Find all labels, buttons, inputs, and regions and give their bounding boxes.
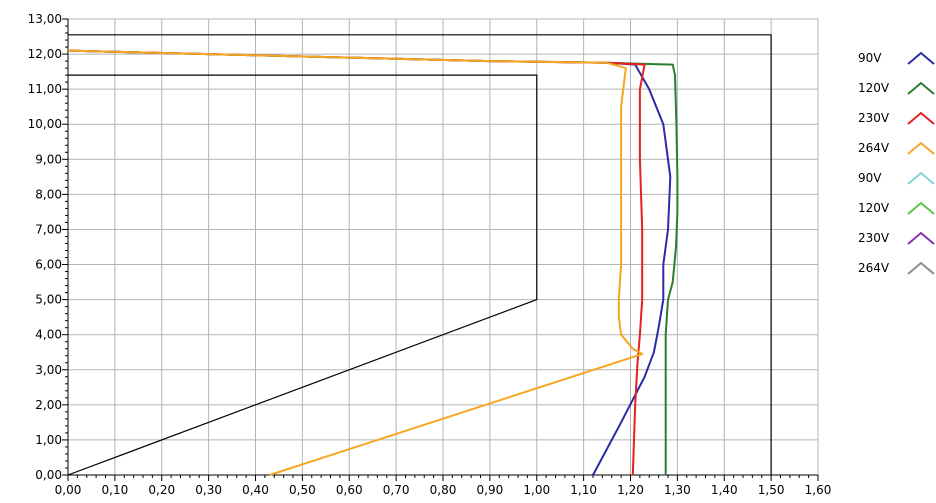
series-lines [67,49,679,476]
legend-swatch-icon [907,261,935,275]
x-tick-label: 1,20 [617,483,644,497]
x-tick-label: 1,00 [523,483,550,497]
x-tick-label: 1,40 [711,483,738,497]
y-tick-label: 12,00 [28,47,62,61]
series-line-0 [67,49,672,476]
legend-label: 230V [858,111,890,125]
limit-line [67,74,538,476]
y-tick-label: 0,00 [35,468,62,482]
x-tick-label: 0,20 [148,483,175,497]
x-tick-label: 0,40 [242,483,269,497]
x-tick-label: 0,30 [195,483,222,497]
legend-swatch-icon [907,231,935,245]
x-tick-label: 0,90 [477,483,504,497]
legend-swatch-icon [907,111,935,125]
x-tick-labels: 0,00 0,10 0,20 0,30 0,40 0,50 0,60 0,70 0,80 0,90… [55,483,832,497]
y-tick-label: 7,00 [35,222,62,236]
legend-swatch-icon [907,201,935,215]
legend-label: 264V [858,261,890,275]
y-tick-label: 10,00 [28,117,62,131]
legend-label: 230V [858,231,890,245]
chart-grid [68,18,819,475]
y-tick-label: 11,00 [28,82,62,96]
y-tick-label: 2,00 [35,398,62,412]
legend-swatch-icon [907,141,935,155]
legend: 90V 120V 230V 264V 90V 120V 230V 264V [858,51,935,275]
y-tick-label: 1,00 [35,433,62,447]
y-tick-label: 5,00 [35,293,62,307]
x-tick-label: 0,80 [430,483,457,497]
limit-line [68,34,772,475]
y-tick-label: 8,00 [35,187,62,201]
x-tick-label: 0,50 [289,483,316,497]
y-tick-label: 3,00 [35,363,62,377]
x-tick-label: 1,30 [664,483,691,497]
series-line-3 [67,49,644,476]
x-tick-label: 1,50 [758,483,785,497]
series-line-2 [67,49,646,476]
legend-label: 90V [858,171,882,185]
x-tick-label: 0,70 [383,483,410,497]
y-tick-labels: 0,00 1,00 2,00 3,00 4,00 5,00 6,00 7,00 8,00 9,00… [28,12,62,482]
x-tick-label: 1,10 [570,483,597,497]
x-tick-label: 0,10 [102,483,129,497]
limit-lines [67,34,772,476]
series-line-1 [67,49,679,475]
chart-axes [62,18,819,481]
y-tick-label: 4,00 [35,328,62,342]
legend-swatch-icon [907,51,935,65]
x-tick-label: 1,60 [805,483,832,497]
y-tick-label: 6,00 [35,258,62,272]
legend-label: 90V [858,51,882,65]
legend-label: 264V [858,141,890,155]
legend-label: 120V [858,201,890,215]
legend-label: 120V [858,81,890,95]
legend-swatch-icon [907,171,935,185]
y-tick-label: 9,00 [35,152,62,166]
y-tick-label: 13,00 [28,12,62,26]
x-tick-label: 0,00 [55,483,82,497]
x-tick-label: 0,60 [336,483,363,497]
legend-swatch-icon [907,81,935,95]
